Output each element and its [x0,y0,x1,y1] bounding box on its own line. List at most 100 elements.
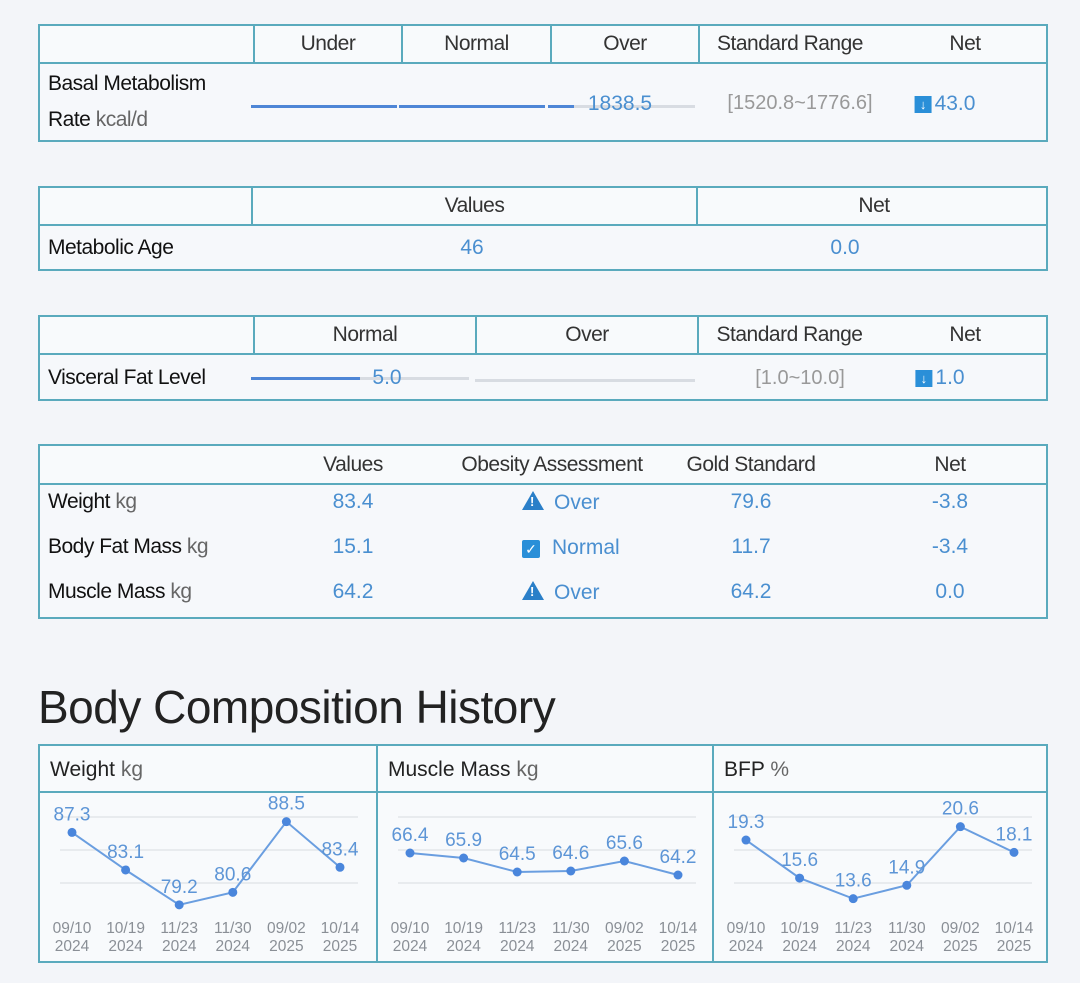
x-tick-label: 11/30 [888,920,926,937]
metabolic-age-table: Values Net Metabolic Age 46 0.0 [38,186,1048,271]
bfp-plot: 19.309/10202415.610/19202413.611/2320241… [727,799,1034,955]
metabolic-age-label: Metabolic Age [48,236,174,259]
warning-icon [522,581,544,600]
data-label: 83.4 [322,839,359,860]
row-value: 83.4 [332,490,374,513]
bfp-chart: BFP % 19.3 09/10 2024 15.6 10/19 2024 13.6 11/2… [712,746,1048,961]
x-tick-label: 09/02 [941,920,980,937]
data-point [174,900,184,910]
header-net: Net [696,188,1050,224]
header-obesity-assessment: Obesity Assessment [461,452,643,476]
bmr-value: 1838.5 [587,92,653,115]
row-label-text: Weight [48,490,110,513]
x-tick-label: 11/23 [834,920,872,937]
data-label: 83.1 [107,842,144,863]
bmr-label-line2: Rate kcal/d [48,108,148,132]
x-tick-label: 09/10 [53,920,92,937]
history-title: Body Composition History [38,681,556,733]
bmr-unit: kcal/d [95,108,148,131]
x-tick-label: 2025 [269,938,303,955]
assessment-text: Over [554,581,600,604]
x-tick-label: 2025 [607,938,641,955]
x-tick-label: 2025 [997,938,1031,955]
header-net: Net [949,323,981,346]
data-label: 13.6 [835,871,872,892]
data-point [281,817,291,827]
muscle-mass-plot: 66.409/10202465.910/19202464.511/2320246… [391,816,698,955]
bar-normal [251,377,469,380]
x-tick-label: 10/14 [659,920,698,937]
assessment-text: Over [554,491,600,514]
muscle-mass-chart: Muscle Mass kg 66.4 09/10 2024 65.9 10/19 202… [376,746,713,961]
header-standard-range: Standard Range [698,26,880,62]
row-label-text: Body Fat Mass [48,535,182,558]
data-label: 14.9 [888,857,925,878]
x-tick-label: 10/19 [106,920,145,937]
header-over: Over [550,26,698,62]
data-label: 87.3 [54,804,91,825]
chart-unit: kg [120,758,144,781]
data-point [673,870,683,880]
row-assessment: Over [522,581,600,605]
data-point [459,853,469,863]
x-tick-label: 10/19 [780,920,819,937]
bmr-label: Basal Metabolism [48,72,206,95]
x-tick-label: 09/02 [267,920,306,937]
row-gold-standard: 79.6 [730,490,772,513]
check-icon: ✓ [522,540,540,558]
data-label: 20.6 [942,799,979,820]
x-tick-label: 09/10 [727,920,766,937]
down-arrow-icon: ↓ [914,96,932,113]
x-tick-label: 10/14 [321,920,360,937]
row-assessment: Over [522,491,600,515]
x-tick-label: 10/14 [995,920,1034,937]
data-point [955,822,965,832]
x-tick-label: 11/23 [498,920,536,937]
header-standard-range: Standard Range [697,317,880,353]
row-unit: kg [170,580,192,603]
row-net: -3.8 [931,490,969,513]
data-point [848,894,858,904]
data-point [405,848,415,858]
x-tick-label: 2024 [393,938,428,955]
x-tick-label: 2024 [836,938,871,955]
bmr-label-rate: Rate [48,108,91,131]
data-label: 66.4 [392,825,429,846]
bmr-table: Under Normal Over Standard Range Net Bas… [38,24,1048,142]
obesity-table: Values Obesity Assessment Gold Standard … [38,444,1048,619]
chart-title-text: Muscle Mass [388,758,511,781]
data-label: 15.6 [781,850,818,871]
header-normal: Normal [401,26,550,62]
x-tick-label: 2025 [323,938,357,955]
data-label: 64.5 [499,844,536,865]
row-label: Muscle Mass kg [48,580,192,604]
data-label: 18.1 [996,824,1033,845]
data-point [1009,847,1019,857]
x-tick-label: 2025 [661,938,695,955]
series-line [409,852,679,876]
chart-unit: % [770,758,789,781]
data-label: 79.2 [161,877,198,898]
row-net: -3.4 [931,535,969,558]
chart-title: Muscle Mass kg [378,746,713,793]
x-tick-label: 09/10 [391,920,430,937]
x-tick-label: 10/19 [444,920,483,937]
visceral-fat-label: Visceral Fat Level [48,366,206,389]
x-tick-label: 2024 [216,938,251,955]
row-value: 64.2 [332,580,374,603]
bar-under [251,105,397,108]
x-tick-label: 2024 [500,938,535,955]
header-values: Values [251,188,696,224]
row-label: Body Fat Mass kg [48,535,209,559]
data-point [795,873,805,883]
x-tick-label: 2024 [890,938,925,955]
chart-title: Weight kg [40,746,377,793]
data-point [121,865,131,875]
data-label: 64.6 [552,843,589,864]
header-under: Under [253,26,401,62]
data-label: 65.9 [445,830,482,851]
header-net: Net [934,452,966,476]
x-tick-label: 2025 [943,938,977,955]
row-net: 0.0 [935,580,965,603]
row-label: Weight kg [48,490,137,514]
